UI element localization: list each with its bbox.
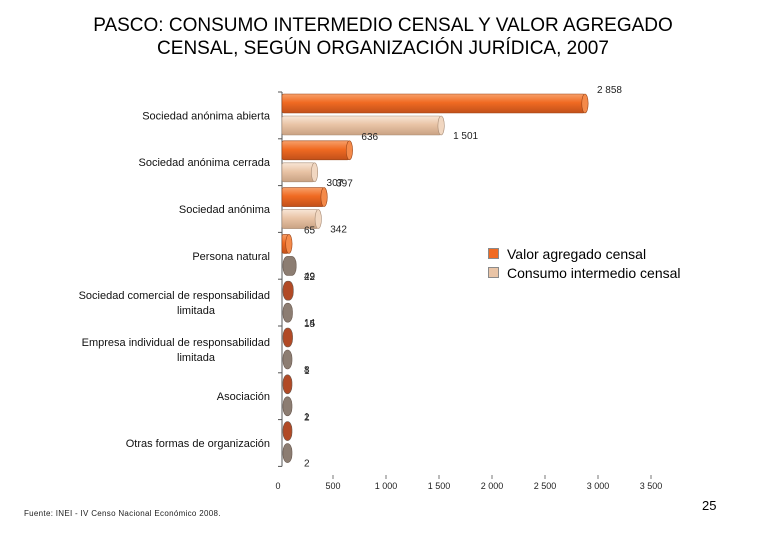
legend-swatch-valor-agregado <box>488 248 499 259</box>
legend-label-valor-agregado: Valor agregado censal <box>507 245 647 262</box>
bar-valor-agregado <box>282 374 293 395</box>
x-tick-label: 3 000 <box>587 481 610 491</box>
category-label-line: Persona natural <box>192 251 270 263</box>
chart-title: PASCO: CONSUMO INTERMEDIO CENSAL Y VALOR… <box>0 14 766 60</box>
category-label-line: Sociedad anónima cerrada <box>139 157 271 169</box>
x-tick-label: 2 000 <box>481 481 504 491</box>
bar-end-cap <box>285 234 293 254</box>
category-label-line: Sociedad anónima abierta <box>142 110 271 122</box>
category-label: Persona natural <box>192 251 270 263</box>
data-label-consumo-intermedio: 342 <box>330 225 347 236</box>
data-label-valor-agregado: 2 <box>304 413 310 424</box>
page-number: 25 <box>702 498 717 513</box>
data-label-consumo-intermedio: 1 <box>304 412 310 423</box>
chart-title-line-2: CENSAL, SEGÚN ORGANIZACIÓN JURÍDICA, 200… <box>157 38 609 59</box>
x-tick-label: 0 <box>275 481 280 491</box>
data-label-valor-agregado: 65 <box>304 225 316 236</box>
bar-valor-agregado <box>281 93 586 114</box>
x-tick-label: 500 <box>325 481 340 491</box>
data-label-consumo-intermedio: 1 501 <box>453 131 478 142</box>
category-label-line: Otras formas de organización <box>126 438 270 450</box>
chart-legend: Valor agregado censal Consumo intermedio… <box>488 244 681 282</box>
x-tick-label: 2 500 <box>534 481 557 491</box>
bar-end-cap <box>311 162 319 183</box>
bar-valor-agregado <box>282 327 293 348</box>
chart-labels: 0 500 1 000 1 500 2 000 2 500 3 000 3 500 Socied… <box>79 85 663 491</box>
data-label-valor-agregado: 1 <box>304 366 310 377</box>
data-label-valor-agregado: 636 <box>361 132 378 143</box>
category-label-line: limitada <box>177 352 216 364</box>
legend-swatch-consumo-intermedio <box>488 267 499 278</box>
data-label-valor-agregado: 22 <box>304 272 316 283</box>
bar-consumo-intermedio <box>282 256 297 276</box>
bar-consumo-intermedio <box>282 396 293 417</box>
category-label-line: Sociedad comercial de responsabilidad <box>79 290 270 302</box>
bar-consumo-intermedio <box>282 443 293 463</box>
bar-valor-agregado <box>282 280 294 301</box>
chart-bars <box>281 93 589 463</box>
data-label-consumo-intermedio: 14 <box>304 318 316 329</box>
x-tick-label: 1 500 <box>428 481 451 491</box>
data-label-valor-agregado: 15 <box>304 319 316 330</box>
bar-end-cap <box>437 115 445 136</box>
category-label: Sociedad anónima cerrada <box>139 157 271 169</box>
bar-end-cap <box>581 93 589 114</box>
category-label-line: Sociedad anónima <box>179 204 271 216</box>
x-tick-label: 1 000 <box>375 481 398 491</box>
source-note: Fuente: INEI - IV Censo Nacional Económi… <box>24 509 221 518</box>
category-label: Asociación <box>217 391 270 403</box>
data-label-valor-agregado: 2 858 <box>597 85 622 96</box>
data-label-consumo-intermedio: 49 <box>304 271 316 282</box>
chart-title-line-1: PASCO: CONSUMO INTERMEDIO CENSAL Y VALOR… <box>93 15 673 36</box>
bar-consumo-intermedio <box>281 162 315 183</box>
bar-end-cap <box>345 140 353 161</box>
data-label-consumo-intermedio: 2 <box>304 459 310 470</box>
category-label-line: Empresa individual de responsabilidad <box>82 337 270 349</box>
bar-valor-agregado <box>281 140 350 161</box>
legend-item-valor-agregado: Valor agregado censal <box>488 244 681 263</box>
category-label-line: limitada <box>177 305 216 317</box>
bar-consumo-intermedio <box>282 349 293 370</box>
data-label-consumo-intermedio: 307 <box>327 178 344 189</box>
category-label: Sociedad anónima <box>179 204 271 216</box>
legend-item-consumo-intermedio: Consumo intermedio censal <box>488 263 681 282</box>
bar-end-cap <box>320 187 328 207</box>
legend-label-consumo-intermedio: Consumo intermedio censal <box>507 264 681 281</box>
category-label: Otras formas de organización <box>126 438 270 450</box>
category-label: Empresa individual de responsabilidad lim… <box>82 337 270 364</box>
category-label-line: Asociación <box>217 391 270 403</box>
bar-valor-agregado <box>282 421 293 441</box>
bar-end-cap <box>314 209 322 229</box>
data-label-valor-agregado: 397 <box>336 179 353 190</box>
category-label: Sociedad comercial de responsabilidad lim… <box>79 290 270 317</box>
data-label-consumo-intermedio: 8 <box>304 365 310 376</box>
bar-valor-agregado <box>281 187 325 207</box>
x-tick-label: 3 500 <box>640 481 663 491</box>
category-label: Sociedad anónima abierta <box>142 110 271 122</box>
bar-consumo-intermedio <box>282 302 293 323</box>
